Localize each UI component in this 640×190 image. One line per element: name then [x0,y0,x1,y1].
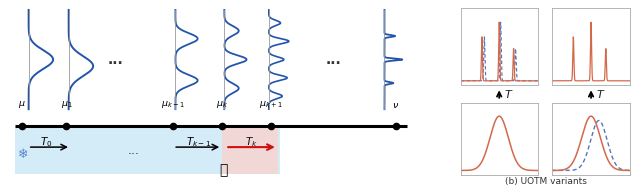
Text: 🔥: 🔥 [219,163,227,177]
Bar [15,128,280,174]
Text: $T_k$: $T_k$ [244,136,257,150]
Text: ...: ... [326,53,341,66]
Text: $T_{k-1}$: $T_{k-1}$ [186,136,211,150]
Text: (b) UOTM variants: (b) UOTM variants [505,177,586,186]
Bar [222,128,278,174]
Text: $\nu$: $\nu$ [392,101,399,110]
Text: ❄: ❄ [19,148,29,161]
Text: ...: ... [108,53,124,66]
Text: $\mu_{k-1}$: $\mu_{k-1}$ [161,99,185,110]
Text: $\mu$: $\mu$ [18,99,26,110]
Text: $T$: $T$ [595,88,605,100]
Text: $\mu_1$: $\mu_1$ [61,99,72,110]
Text: $T$: $T$ [504,88,513,100]
Text: ...: ... [127,144,139,157]
Text: $\mu_{k+1}$: $\mu_{k+1}$ [259,99,283,110]
Text: $\mu_k$: $\mu_k$ [216,99,228,110]
Text: $T_0$: $T_0$ [40,136,52,150]
